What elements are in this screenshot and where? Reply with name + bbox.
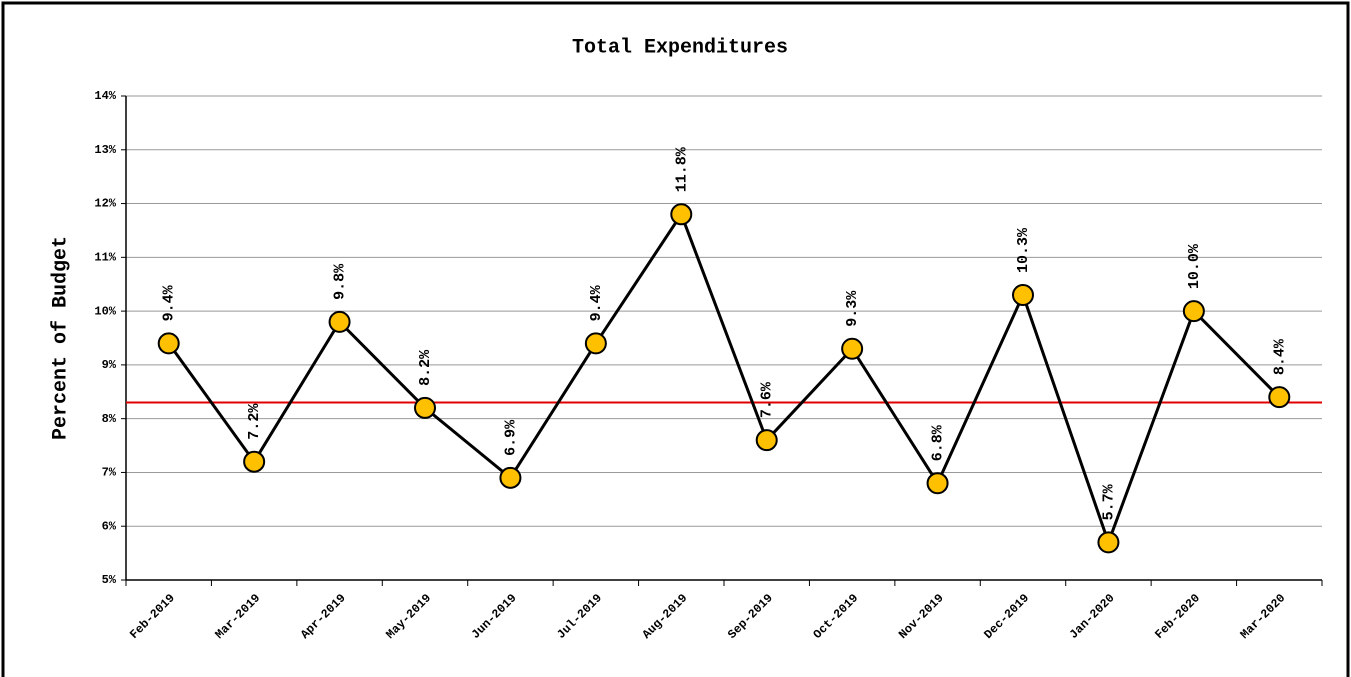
data-point — [1268, 386, 1291, 409]
y-tick-label: 14% — [94, 89, 116, 103]
x-tick-label: May-2019 — [383, 591, 434, 642]
data-point — [584, 332, 607, 355]
x-tick-label: Sep-2019 — [725, 591, 776, 642]
y-tick-label: 5% — [102, 573, 117, 587]
data-label: 9.8% — [332, 263, 349, 300]
data-label: 9.4% — [161, 284, 178, 321]
x-tick-label: Jun-2019 — [469, 591, 520, 642]
x-tick-label: Mar-2019 — [213, 591, 264, 642]
data-point — [328, 310, 351, 333]
data-point — [499, 466, 522, 489]
data-point — [1097, 531, 1120, 554]
data-label: 10.0% — [1186, 243, 1203, 289]
y-tick-label: 6% — [102, 519, 117, 533]
x-tick-label: Oct-2019 — [811, 591, 862, 642]
data-label: 5.7% — [1100, 483, 1117, 520]
chart-title: Total Expenditures — [572, 36, 788, 59]
data-point — [670, 203, 693, 226]
data-label: 8.2% — [417, 349, 434, 386]
data-label: 11.8% — [673, 146, 690, 192]
data-label: 9.4% — [588, 284, 605, 321]
data-label: 7.2% — [246, 403, 263, 440]
data-line — [167, 211, 1281, 547]
data-label: 6.9% — [502, 419, 519, 456]
data-label: 9.3% — [844, 290, 861, 327]
data-point — [841, 337, 864, 360]
data-point — [755, 429, 778, 452]
x-tick-label: Apr-2019 — [298, 591, 349, 642]
x-tick-label: Jan-2020 — [1067, 591, 1118, 642]
data-point — [1182, 300, 1205, 323]
y-tick-label: 10% — [94, 304, 116, 318]
x-tick-label: Dec-2019 — [981, 591, 1032, 642]
data-point — [1012, 283, 1034, 306]
x-tick-label: Jul-2019 — [554, 591, 605, 642]
y-tick-label: 8% — [102, 412, 117, 426]
data-label: 7.6% — [759, 381, 776, 418]
data-point — [243, 450, 266, 473]
y-tick-label: 9% — [102, 358, 117, 372]
data-point — [414, 396, 436, 419]
data-label: 10.3% — [1015, 227, 1032, 273]
data-point — [926, 472, 949, 495]
x-tick-label: Mar-2020 — [1238, 591, 1289, 642]
x-tick-label: Aug-2019 — [640, 591, 691, 642]
x-tick-label: Feb-2019 — [127, 591, 178, 642]
data-label: 8.4% — [1271, 338, 1288, 375]
y-tick-label: 12% — [94, 197, 116, 211]
data-point — [157, 332, 180, 355]
y-tick-label: 7% — [102, 466, 117, 480]
y-axis-label: Percent of Budget — [49, 236, 72, 440]
y-tick-label: 11% — [94, 251, 116, 265]
data-label: 6.8% — [930, 424, 947, 461]
y-tick-label: 13% — [94, 143, 116, 157]
x-tick-label: Feb-2020 — [1152, 591, 1203, 642]
x-tick-label: Nov-2019 — [896, 591, 947, 642]
